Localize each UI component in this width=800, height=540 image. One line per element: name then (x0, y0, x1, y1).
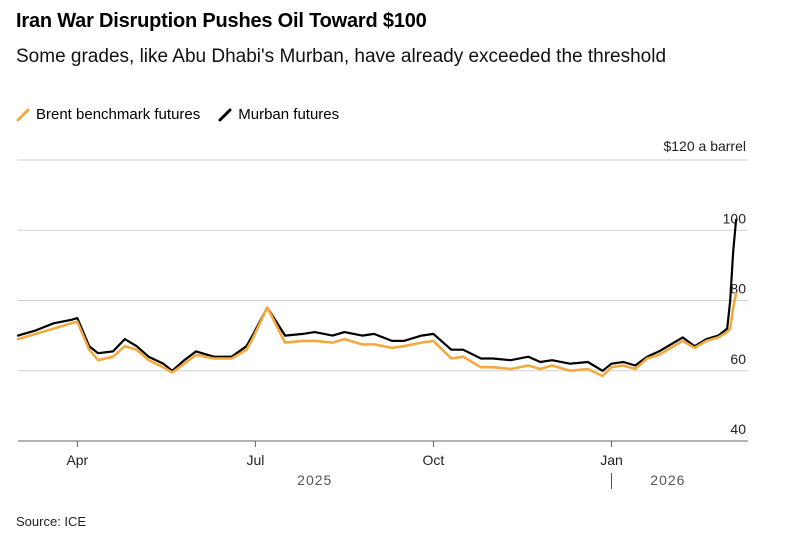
series-line-brent (16, 292, 738, 378)
series-line-murban (16, 218, 738, 372)
legend: Brent benchmark futures Murban futures (16, 106, 339, 123)
y-tick-label-60: 60 (730, 351, 746, 367)
x-tick-label-apr: Apr (66, 452, 88, 468)
murban-legend-swatch-icon (218, 108, 232, 121)
brent-legend-swatch-icon (16, 108, 30, 121)
year-label-2026: 2026 (650, 472, 685, 488)
y-tick-label-80: 80 (730, 281, 746, 297)
legend-item-brent: Brent benchmark futures (16, 106, 200, 123)
x-tick-label-jan: Jan (600, 452, 623, 468)
y-tick-label-40: 40 (730, 421, 746, 437)
legend-label-murban: Murban futures (238, 106, 340, 123)
legend-item-murban: Murban futures (218, 106, 339, 123)
chart-title: Iran War Disruption Pushes Oil Toward $1… (16, 10, 427, 32)
x-tick-label-jul: Jul (246, 452, 264, 468)
y-top-label: $120 a barrel (663, 138, 746, 154)
y-tick-label-100: 100 (723, 210, 747, 226)
x-tick-label-oct: Oct (423, 452, 445, 468)
legend-label-brent: Brent benchmark futures (36, 106, 201, 123)
source-note: Source: ICE (16, 514, 87, 529)
year-label-2025: 2025 (297, 472, 332, 488)
chart-subtitle: Some grades, like Abu Dhabi's Murban, ha… (16, 46, 667, 67)
